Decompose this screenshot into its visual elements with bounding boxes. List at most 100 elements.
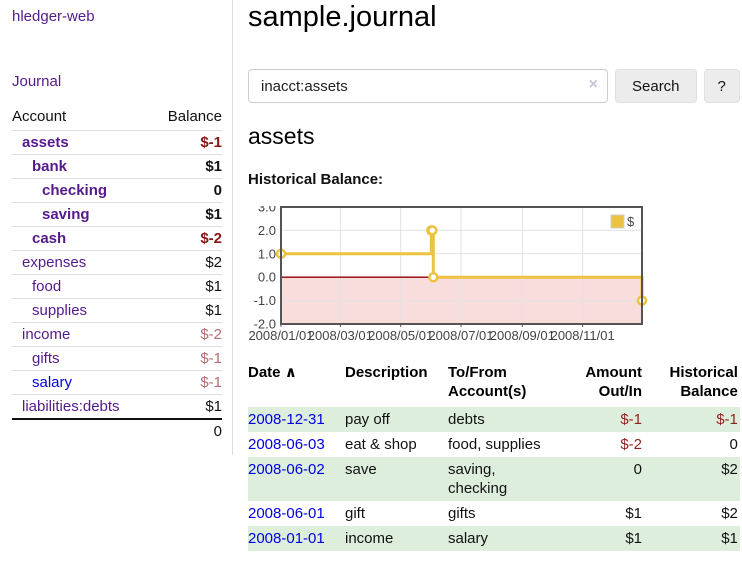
register-row: 2008-01-01 income salary $1 $1 (248, 525, 740, 551)
transaction-balance: 0 (729, 435, 738, 453)
transaction-amount: $-1 (620, 410, 642, 428)
account-total-value: 0 (151, 418, 222, 443)
account-table-header-row: Account Balance (12, 105, 222, 131)
page-title: sample.journal (248, 1, 437, 33)
transaction-date-link[interactable]: 2008-06-02 (248, 460, 325, 478)
transaction-date-link[interactable]: 2008-01-01 (248, 529, 325, 547)
y-tick-label: 0.0 (258, 270, 276, 285)
chart-heading: Historical Balance: (248, 170, 384, 188)
account-balance: $-1 (151, 130, 222, 155)
account-balance: $-1 (151, 346, 222, 371)
search-input[interactable] (248, 69, 608, 104)
balance-column-header: Historical Balance (669, 363, 738, 400)
account-link[interactable]: checking (42, 182, 108, 199)
register-row: 2008-06-01 gift gifts $1 $2 (248, 501, 740, 526)
register-table: Date ∧ Description To/From Account(s) Am… (248, 361, 740, 551)
transaction-accounts: saving, checking (448, 460, 508, 497)
x-tick-label: 2008/11/01 (551, 328, 615, 343)
transaction-description: pay off (345, 410, 390, 428)
transaction-amount: $-2 (620, 435, 642, 453)
transaction-amount: $1 (625, 504, 642, 522)
transaction-balance: $1 (721, 529, 738, 547)
app-layout: hledger-web Journal Account Balance asse… (0, 0, 742, 551)
sidebar: hledger-web Journal Account Balance asse… (0, 0, 233, 455)
account-balance: $1 (151, 394, 222, 419)
account-balance: 0 (151, 178, 222, 203)
transaction-accounts: debts (448, 410, 485, 428)
search-box: × (248, 69, 608, 104)
account-row: gifts $-1 (12, 346, 222, 371)
account-link[interactable]: gifts (32, 350, 60, 367)
help-button[interactable]: ? (703, 69, 740, 104)
register-header-row: Date ∧ Description To/From Account(s) Am… (248, 361, 740, 407)
transaction-amount: 0 (633, 460, 642, 478)
transaction-balance: $2 (721, 460, 738, 478)
account-column-header: Account (12, 108, 67, 125)
description-column-header: Description (345, 363, 428, 381)
main-content: sample.journal × Search ? assets Histori… (233, 0, 742, 551)
account-balance: $-2 (151, 226, 222, 251)
account-balance: $1 (151, 202, 222, 227)
transaction-balance: $-1 (716, 410, 738, 428)
account-link[interactable]: assets (22, 134, 69, 151)
account-row: bank $1 (12, 154, 222, 179)
account-balance: $1 (151, 298, 222, 323)
x-tick-label: 2008/05/01 (368, 328, 433, 343)
search-button[interactable]: Search (615, 69, 697, 104)
transaction-amount: $1 (625, 529, 642, 547)
account-link[interactable]: bank (32, 158, 68, 175)
account-link[interactable]: cash (32, 230, 67, 247)
account-balance: $-2 (151, 322, 222, 347)
account-link[interactable]: salary (32, 374, 73, 391)
amount-column-header: Amount Out/In (585, 363, 642, 400)
register-row: 2008-06-02 save saving, checking 0 $2 (248, 456, 740, 501)
sort-ascending-icon: ∧ (284, 363, 297, 381)
account-link[interactable]: expenses (22, 254, 87, 271)
account-link[interactable]: food (32, 278, 62, 295)
balance-chart-canvas: $3.0 2.0 1.0 0.0 -1.0 -2.02008/01/012008/03/0… (248, 205, 648, 343)
transaction-accounts: food, supplies (448, 435, 541, 453)
clear-search-icon[interactable]: × (588, 76, 598, 94)
account-link[interactable]: supplies (32, 302, 88, 319)
app-title: hledger-web (12, 8, 222, 25)
transaction-description: income (345, 529, 394, 547)
register-row: 2008-12-31 pay off debts $-1 $-1 (248, 406, 740, 432)
x-tick-label: 2008/01/01 (248, 328, 313, 343)
transaction-date-link[interactable]: 2008-06-01 (248, 504, 325, 522)
account-total-row: 0 (12, 418, 222, 443)
transaction-balance: $2 (721, 504, 738, 522)
date-column-header[interactable]: Date ∧ (248, 363, 297, 381)
y-tick-label: 2.0 (258, 223, 276, 238)
legend-swatch (610, 214, 625, 229)
x-tick-label: 2008/03/01 (308, 328, 373, 343)
journal-link[interactable]: Journal (12, 73, 62, 90)
account-balance: $1 (151, 154, 222, 179)
account-balance: $1 (151, 274, 222, 299)
x-tick-label: 2008/09/01 (490, 328, 555, 343)
account-link[interactable]: liabilities:debts (22, 398, 120, 415)
account-link[interactable]: income (22, 326, 71, 343)
legend-label: $ (627, 214, 635, 229)
transaction-date-link[interactable]: 2008-06-03 (248, 435, 325, 453)
journal-nav: Journal (12, 73, 222, 90)
account-row: liabilities:debts $1 (12, 394, 222, 419)
account-total-spacer (12, 418, 152, 443)
account-link[interactable]: saving (42, 206, 90, 223)
app-title-link[interactable]: hledger-web (12, 8, 95, 25)
account-row: expenses $2 (12, 250, 222, 275)
account-row: salary $-1 (12, 370, 222, 395)
account-balance: $-1 (151, 370, 222, 395)
y-tick-label: -1.0 (254, 293, 276, 308)
register-row: 2008-06-03 eat & shop food, supplies $-2 0 (248, 432, 740, 457)
account-row: income $-2 (12, 322, 222, 347)
account-row: food $1 (12, 274, 222, 299)
transaction-date-link[interactable]: 2008-12-31 (248, 410, 325, 428)
transaction-accounts: salary (448, 529, 489, 547)
historical-balance-chart: $3.0 2.0 1.0 0.0 -1.0 -2.0 2008/01/01 2008/03/0… (248, 205, 740, 346)
account-row: checking 0 (12, 178, 222, 203)
transaction-accounts: gifts (448, 504, 476, 522)
search-bar: × Search ? (248, 69, 740, 104)
transaction-description: gift (345, 504, 366, 522)
account-row: supplies $1 (12, 298, 222, 323)
account-row: saving $1 (12, 202, 222, 227)
